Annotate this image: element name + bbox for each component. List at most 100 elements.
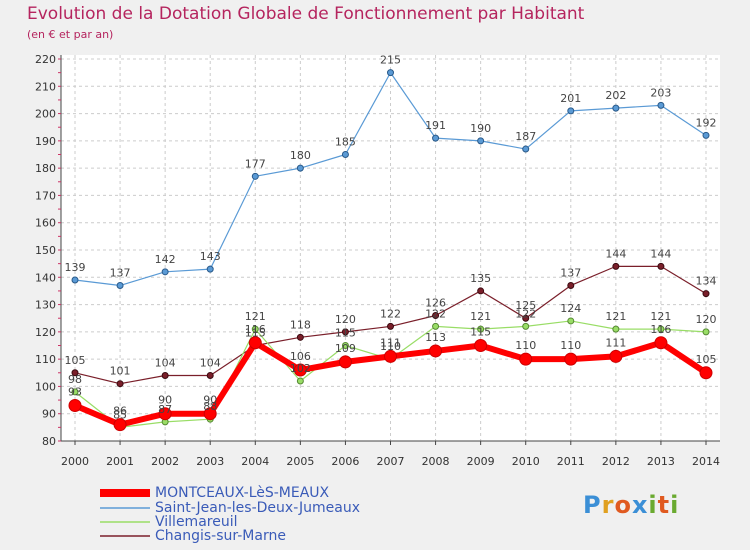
data-label-1: 142 (155, 253, 176, 266)
data-point-2 (71, 388, 79, 396)
x-tick-label: 2008 (422, 455, 450, 468)
legend-label-villemareuil: Villemareuil (155, 514, 238, 530)
data-label-1: 185 (335, 136, 356, 149)
data-point-1 (702, 131, 710, 139)
data-label-1: 202 (605, 89, 626, 102)
data-point-3 (387, 322, 394, 330)
data-point-0 (113, 418, 127, 432)
data-label-2: 121 (245, 310, 266, 323)
y-tick-label: 80 (42, 435, 56, 448)
data-point-0 (429, 344, 443, 358)
legend-label-saint-jean: Saint-Jean-les-Deux-Jumeaux (155, 500, 361, 516)
data-point-3 (657, 262, 665, 270)
data-label-3: 101 (110, 365, 131, 378)
data-point-1 (567, 107, 575, 115)
x-tick-label: 2010 (512, 455, 540, 468)
data-point-2 (341, 342, 349, 349)
logo-letter: o (614, 491, 632, 519)
data-point-3 (612, 262, 620, 270)
data-label-0: 93 (68, 386, 82, 399)
data-point-1 (71, 276, 79, 284)
data-label-2: 121 (470, 310, 491, 323)
data-label-2: 85 (113, 408, 127, 421)
data-point-2 (657, 325, 665, 333)
x-tick-label: 2012 (602, 455, 630, 468)
y-tick-label: 150 (35, 244, 56, 257)
logo-letter: r (601, 491, 615, 519)
x-tick-label: 2000 (61, 455, 89, 468)
data-point-3 (702, 290, 710, 298)
data-label-0: 110 (560, 339, 581, 352)
legend-label-montceaux: MONTCEAUX-LèS-MEAUX (155, 485, 330, 501)
data-label-1: 139 (65, 261, 86, 274)
y-tick-label: 200 (35, 108, 56, 121)
data-point-1 (477, 137, 485, 145)
data-label-2: 110 (380, 340, 401, 353)
data-point-3 (206, 372, 214, 380)
data-label-0: 90 (203, 394, 217, 407)
data-point-2 (522, 322, 530, 330)
data-label-1: 192 (696, 116, 717, 129)
data-point-0 (384, 349, 397, 363)
data-point-0 (203, 407, 217, 421)
data-label-3: 104 (200, 357, 221, 370)
x-tick-label: 2004 (241, 455, 269, 468)
y-tick-label: 140 (35, 271, 56, 284)
y-tick-label: 120 (35, 326, 56, 339)
data-point-3 (341, 328, 349, 336)
data-point-1 (341, 151, 349, 158)
data-point-1 (116, 281, 124, 289)
data-label-3: 120 (335, 313, 356, 326)
data-label-2: 115 (335, 327, 356, 340)
data-label-1: 191 (425, 119, 446, 132)
data-label-0: 116 (245, 323, 266, 336)
data-point-3 (296, 333, 304, 341)
data-point-1 (657, 101, 665, 109)
data-point-1 (432, 134, 440, 142)
data-label-2: 124 (560, 302, 581, 315)
data-label-1: 177 (245, 157, 266, 170)
data-label-2: 88 (203, 400, 217, 413)
data-label-3: 115 (245, 327, 266, 340)
data-label-3: 144 (605, 247, 626, 260)
data-point-2 (296, 377, 304, 385)
data-point-0 (654, 336, 668, 350)
y-tick-label: 110 (35, 353, 56, 366)
data-point-3 (477, 287, 485, 295)
logo-letter: x (631, 491, 649, 519)
data-point-0 (564, 352, 578, 366)
logo-letter: t (657, 491, 671, 519)
data-label-1: 201 (560, 92, 581, 105)
data-point-3 (71, 369, 79, 377)
y-tick-label: 90 (42, 408, 56, 421)
data-label-3: 125 (515, 299, 536, 312)
x-tick-label: 2005 (286, 455, 314, 468)
data-label-0: 106 (290, 350, 311, 363)
y-tick-label: 220 (35, 53, 56, 66)
data-label-0: 105 (696, 353, 717, 366)
data-point-1 (161, 268, 169, 276)
y-tick-label: 130 (35, 299, 56, 312)
data-label-0: 111 (380, 336, 401, 349)
data-label-0: 109 (335, 342, 356, 355)
data-label-3: 137 (560, 266, 581, 279)
y-tick-label: 160 (35, 217, 56, 230)
data-point-2 (567, 317, 575, 325)
data-label-3: 126 (425, 296, 446, 309)
logo-letter: i (670, 491, 680, 519)
data-point-1 (251, 172, 259, 180)
x-tick-label: 2011 (557, 455, 585, 468)
data-point-0 (293, 363, 307, 377)
data-point-1 (296, 164, 304, 172)
data-label-2: 98 (68, 373, 82, 386)
x-tick-label: 2013 (647, 455, 675, 468)
data-label-0: 113 (425, 331, 446, 344)
y-tick-label: 210 (35, 80, 56, 93)
data-label-3: 135 (470, 272, 491, 285)
data-point-2 (702, 328, 710, 336)
data-point-3 (161, 372, 169, 380)
data-label-2: 102 (290, 362, 311, 375)
data-point-2 (612, 325, 620, 333)
data-label-3: 118 (290, 318, 311, 331)
